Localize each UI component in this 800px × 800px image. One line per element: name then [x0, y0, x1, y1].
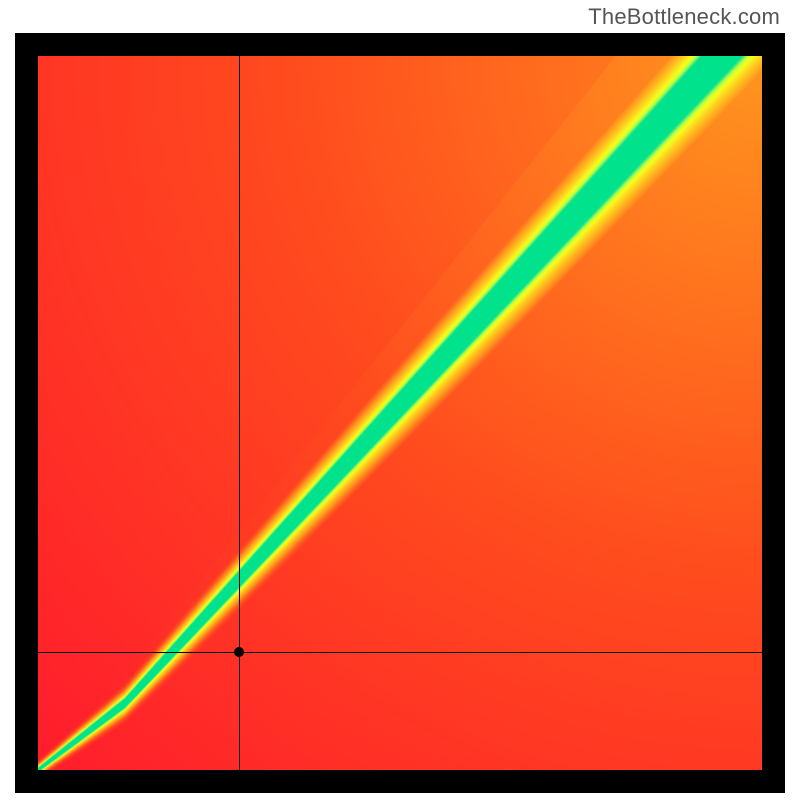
watermark-label: TheBottleneck.com: [588, 4, 780, 30]
plot-area: [38, 56, 762, 770]
crosshair-vertical: [239, 56, 240, 770]
heatmap-canvas: [38, 56, 762, 770]
marker-point: [234, 647, 244, 657]
crosshair-horizontal: [38, 652, 762, 653]
chart-container: TheBottleneck.com: [0, 0, 800, 800]
